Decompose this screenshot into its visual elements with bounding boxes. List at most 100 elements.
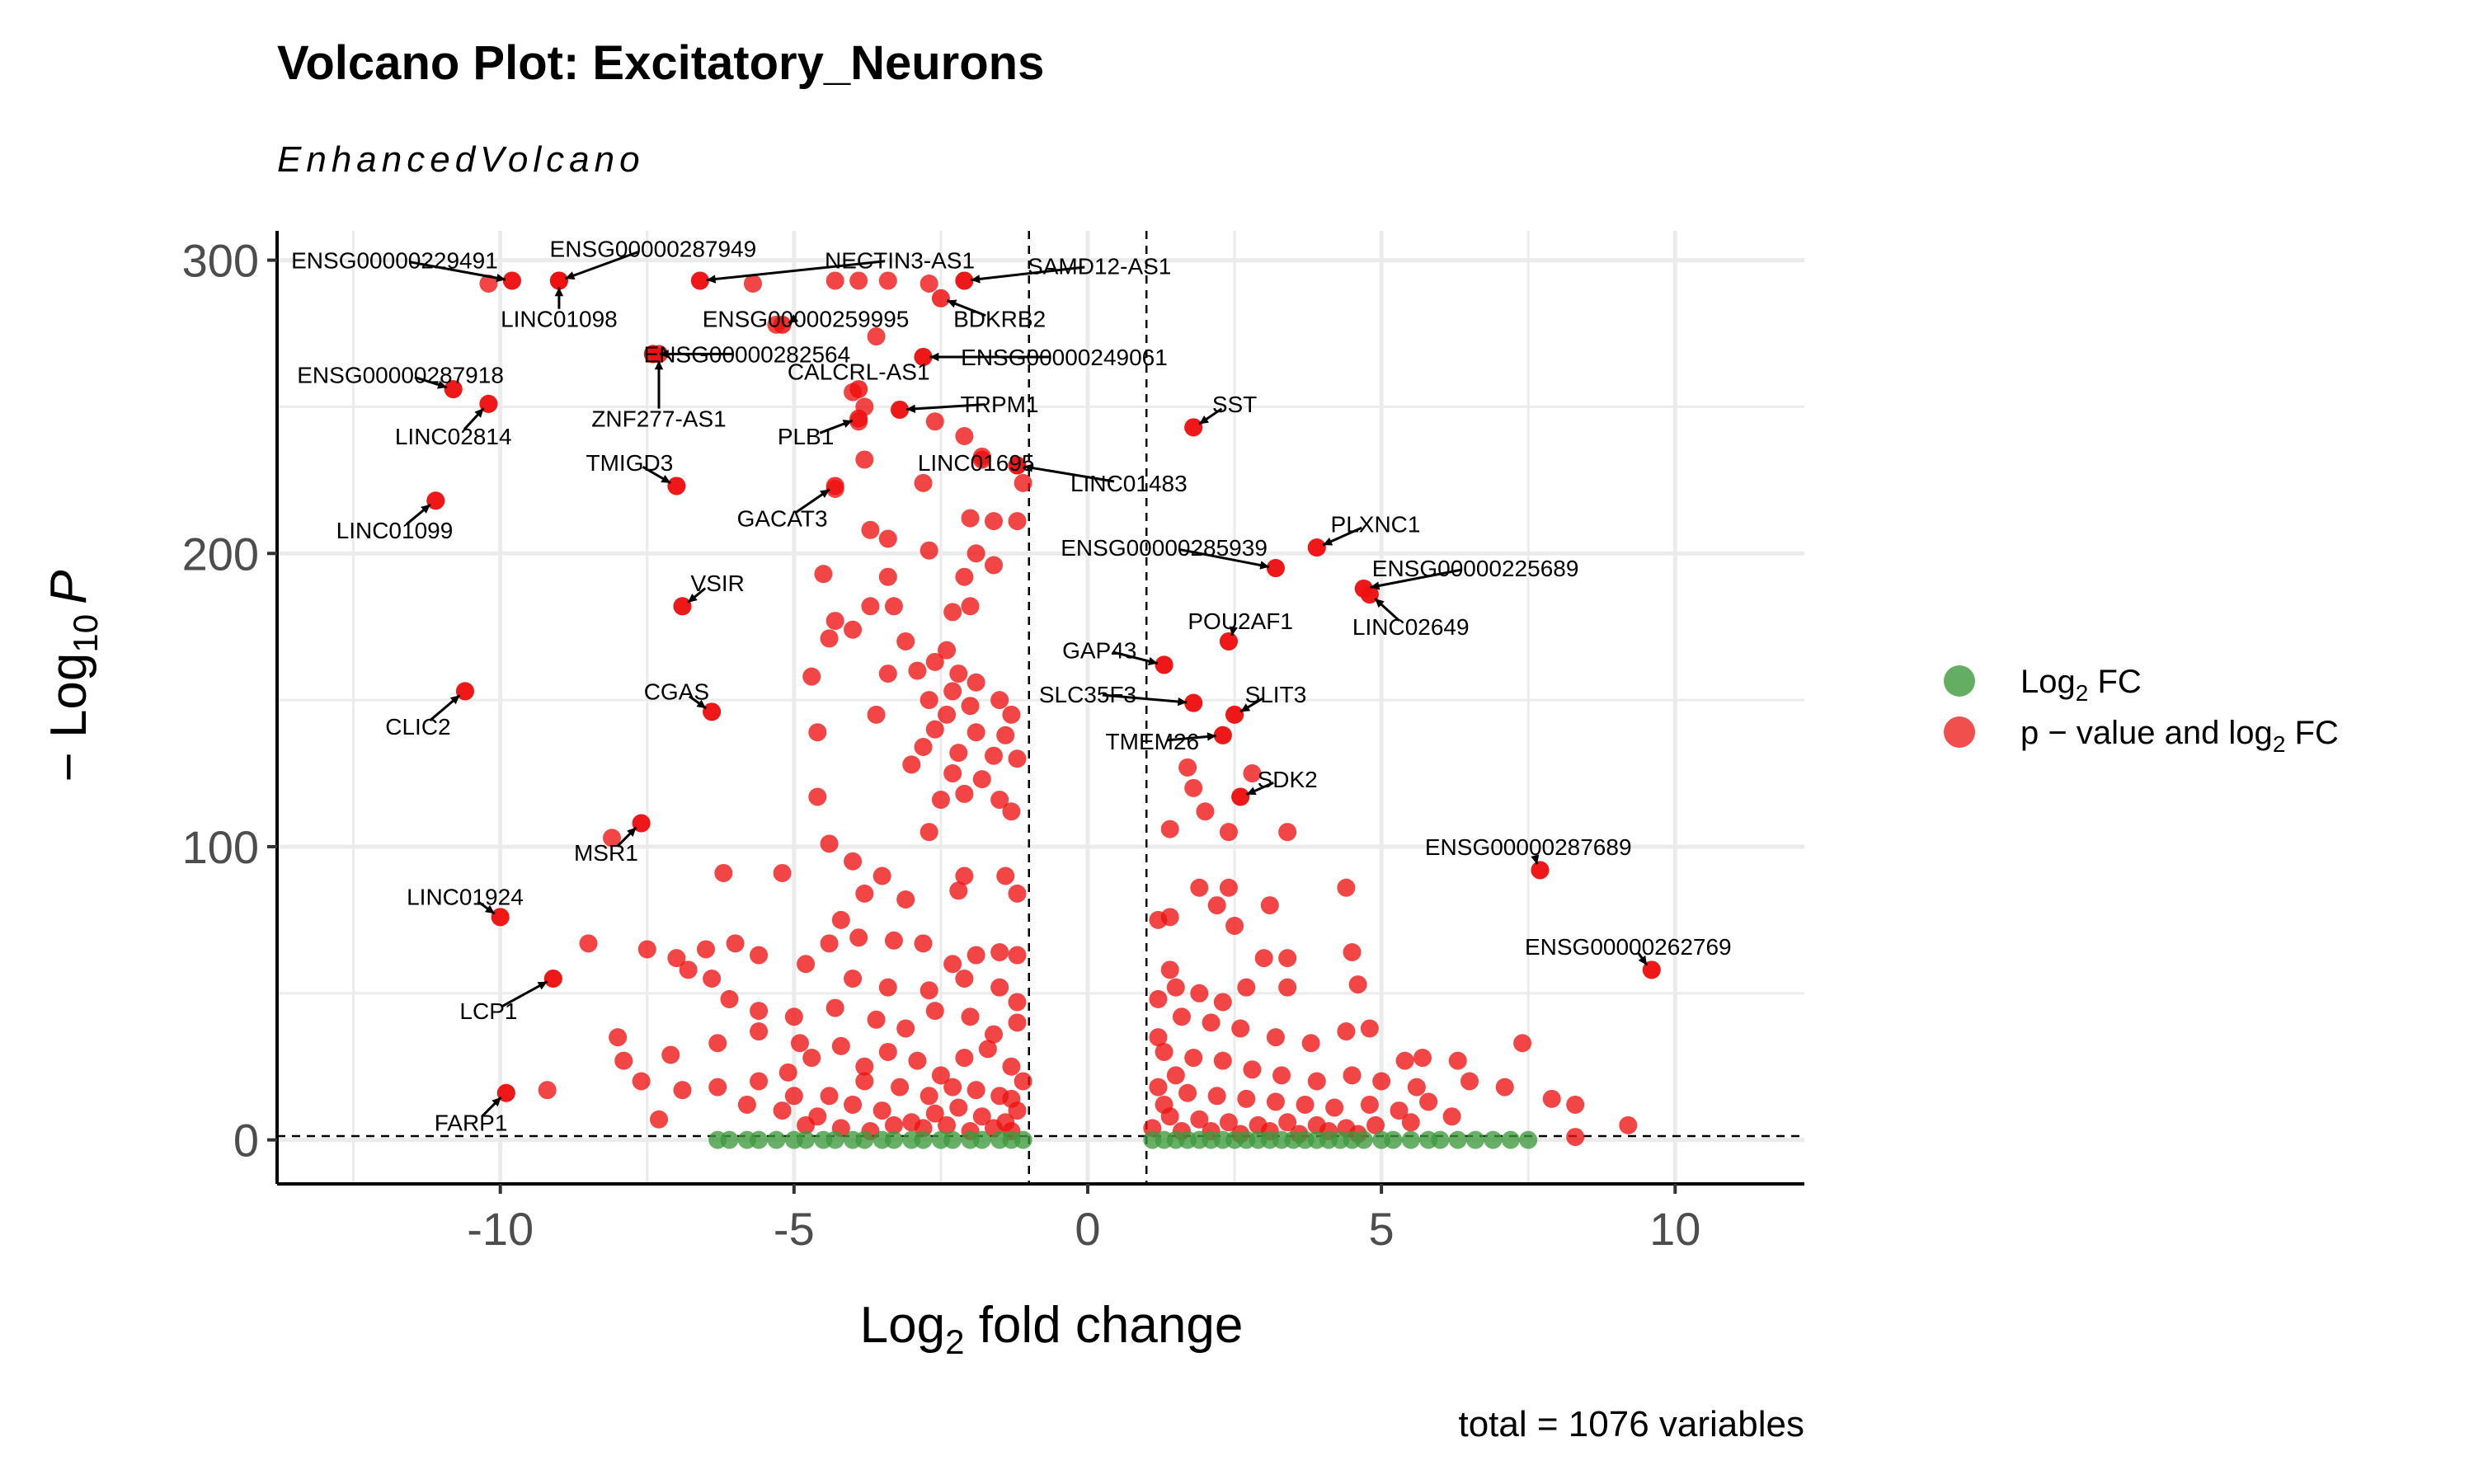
data-point-labeled	[891, 400, 910, 419]
data-point-significant	[891, 1078, 910, 1097]
data-point-significant	[778, 1063, 797, 1082]
label-arrowhead	[1023, 463, 1033, 472]
data-point-significant	[896, 890, 915, 909]
data-point-labeled	[1184, 693, 1203, 712]
data-point-significant	[1155, 1095, 1174, 1114]
data-point-significant	[1448, 1051, 1467, 1070]
data-point-labeled	[1213, 726, 1232, 744]
label-arrowhead	[1638, 955, 1648, 965]
data-point-fc	[1014, 1130, 1032, 1149]
y-tick-label: 200	[182, 528, 259, 580]
data-point-significant	[914, 473, 933, 492]
data-point-significant	[1278, 823, 1297, 842]
label-arrowhead	[1178, 697, 1188, 707]
data-point-significant	[1278, 1113, 1297, 1132]
data-point-labeled	[955, 271, 974, 290]
data-point-significant	[750, 1072, 769, 1091]
data-point-significant	[1360, 1019, 1379, 1038]
label-arrowhead	[474, 408, 484, 418]
data-point-significant	[967, 544, 985, 563]
data-point-significant	[849, 271, 868, 290]
label-connector	[1178, 547, 1270, 569]
data-point-significant	[714, 863, 733, 882]
x-tick-label: -5	[774, 1203, 815, 1255]
point-label: NECTIN3-AS1	[825, 248, 975, 274]
point-label: LINC01098	[501, 307, 618, 332]
data-point-labeled	[543, 970, 562, 989]
point-label: LINC01924	[407, 884, 524, 909]
data-point-significant	[637, 940, 656, 959]
data-point-significant	[955, 866, 974, 885]
data-point-significant	[1002, 1089, 1021, 1108]
y-tick-label: 300	[182, 235, 259, 287]
y-tick-label: 100	[182, 821, 259, 873]
data-point-significant	[855, 1072, 874, 1091]
data-point-significant	[538, 1081, 557, 1100]
data-point-significant	[1325, 1098, 1344, 1117]
data-point-significant	[943, 764, 962, 783]
point-label: LINC02649	[1352, 614, 1470, 640]
data-point-significant	[773, 1101, 792, 1120]
data-point-significant	[1190, 1110, 1209, 1129]
data-point-significant	[820, 834, 839, 853]
label-arrowhead	[496, 274, 506, 283]
data-point-significant	[949, 665, 968, 683]
data-point-significant	[750, 1022, 769, 1041]
data-point-fc	[767, 1130, 786, 1149]
data-point-significant	[609, 1028, 628, 1047]
data-point-fc	[972, 1130, 991, 1149]
data-point-significant	[1301, 1034, 1320, 1053]
label-connectors	[406, 250, 1649, 1117]
data-point-significant	[931, 1066, 950, 1085]
data-point-significant	[831, 910, 850, 929]
data-point-significant	[961, 509, 980, 528]
data-point-significant	[867, 1010, 886, 1029]
label-arrowhead	[1259, 561, 1270, 570]
data-point-significant	[1008, 1013, 1027, 1032]
data-point-significant	[1166, 1066, 1185, 1085]
data-point-significant	[1366, 1115, 1385, 1134]
label-connector	[1370, 568, 1461, 589]
data-point-significant	[1184, 778, 1203, 797]
point-label: LINC01483	[1070, 471, 1188, 496]
data-point-labeled	[632, 814, 651, 833]
data-point-significant	[743, 275, 762, 294]
data-point-significant	[1237, 978, 1256, 997]
data-point-labeled	[1008, 456, 1027, 475]
data-point-significant	[1407, 1078, 1426, 1097]
data-point-significant	[1014, 1072, 1032, 1091]
point-label: ENSG00000225689	[1372, 556, 1579, 581]
data-point-significant	[938, 705, 957, 724]
data-point-significant	[1266, 1028, 1285, 1047]
point-label: TMEM26	[1106, 729, 1200, 754]
data-point-significant	[1390, 1101, 1409, 1120]
point-label: ENSG00000259995	[703, 307, 910, 332]
data-point-significant	[1166, 978, 1185, 997]
cutoff-lines	[277, 231, 1804, 1184]
data-point-significant	[844, 970, 863, 989]
data-point-fc	[914, 1130, 933, 1149]
data-point-significant	[1337, 1022, 1356, 1041]
data-point-significant	[1008, 749, 1027, 768]
x-tick-label: 5	[1369, 1203, 1395, 1255]
data-point-significant	[808, 787, 827, 806]
data-point-fc	[884, 1130, 903, 1149]
data-point-significant	[1149, 989, 1168, 1008]
data-point-significant	[925, 1002, 944, 1021]
data-point-significant	[884, 597, 903, 616]
data-point-significant	[990, 978, 1009, 997]
data-point-significant	[1542, 1089, 1561, 1108]
data-point-significant	[867, 327, 886, 346]
data-point-significant	[1272, 1066, 1291, 1085]
data-point-fc	[943, 1130, 962, 1149]
data-point-significant	[661, 1045, 680, 1064]
point-label: ENSG00000287949	[550, 236, 757, 261]
label-connector	[706, 260, 886, 282]
point-label: SDK2	[1258, 767, 1318, 792]
data-point-significant	[878, 271, 897, 290]
data-point-fc	[825, 1130, 844, 1149]
chart-subtitle: EnhancedVolcano	[277, 139, 645, 180]
data-point-significant	[1231, 1019, 1250, 1038]
data-point-significant	[967, 723, 985, 742]
